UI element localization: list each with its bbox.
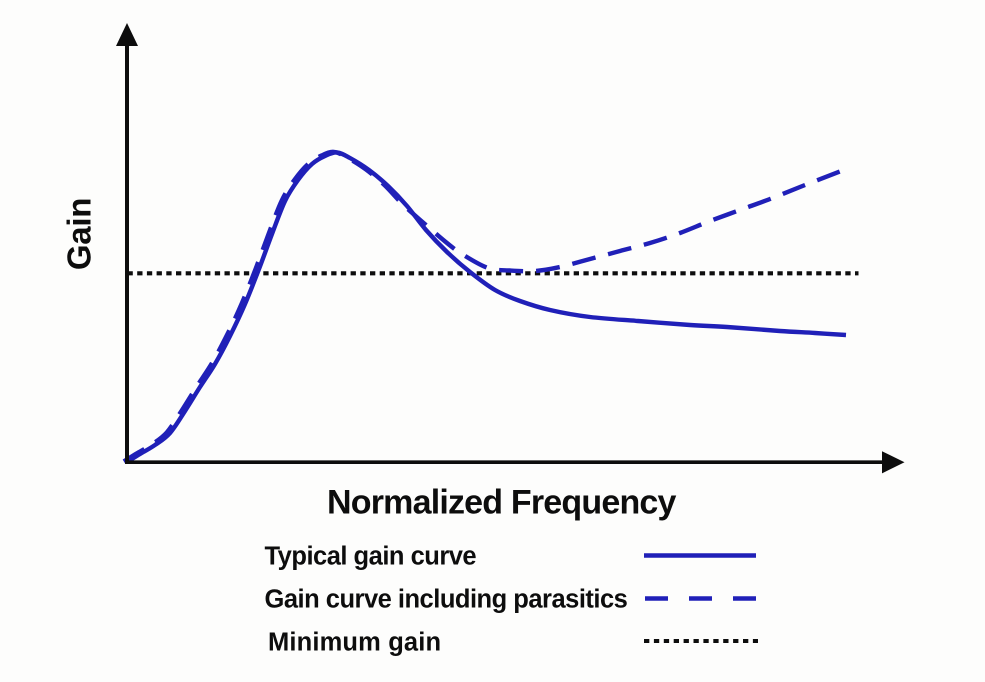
svg-text:Gain: Gain <box>61 198 98 270</box>
svg-text:Minimum gain: Minimum gain <box>268 629 441 657</box>
svg-text:Gain curve including parasitic: Gain curve including parasitics <box>265 586 628 614</box>
svg-text:Normalized Frequency: Normalized Frequency <box>327 484 677 522</box>
svg-text:Typical gain curve: Typical gain curve <box>265 543 477 571</box>
